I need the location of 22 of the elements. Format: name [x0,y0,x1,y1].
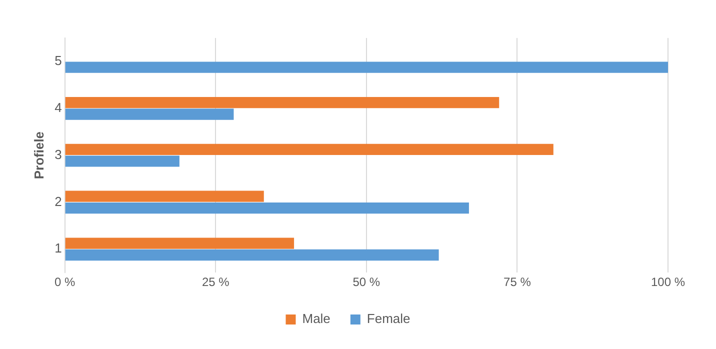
bar [65,96,500,108]
legend-label: Male [302,311,330,326]
x-tick-label: 25 % [202,275,230,290]
x-tick-label: 75 % [504,275,532,290]
y-tick-label: 3 [54,146,62,162]
y-tick-label: 1 [54,240,62,256]
x-tick-label: 0 % [54,275,76,290]
y-axis-title: Profiele [31,131,46,180]
bar [65,108,234,120]
bar [65,156,180,167]
bar [65,202,469,214]
x-tick-label: 50 % [352,275,380,290]
bar [65,249,439,261]
x-tick-label: 100 % [650,275,686,290]
bar [65,144,554,156]
bar [65,238,294,249]
legend-label: Female [366,311,410,326]
bar [65,62,668,73]
y-tick-label: 2 [54,194,62,209]
y-tick-label: 4 [54,100,62,115]
bar [65,190,264,202]
y-tick-label: 5 [54,53,62,68]
